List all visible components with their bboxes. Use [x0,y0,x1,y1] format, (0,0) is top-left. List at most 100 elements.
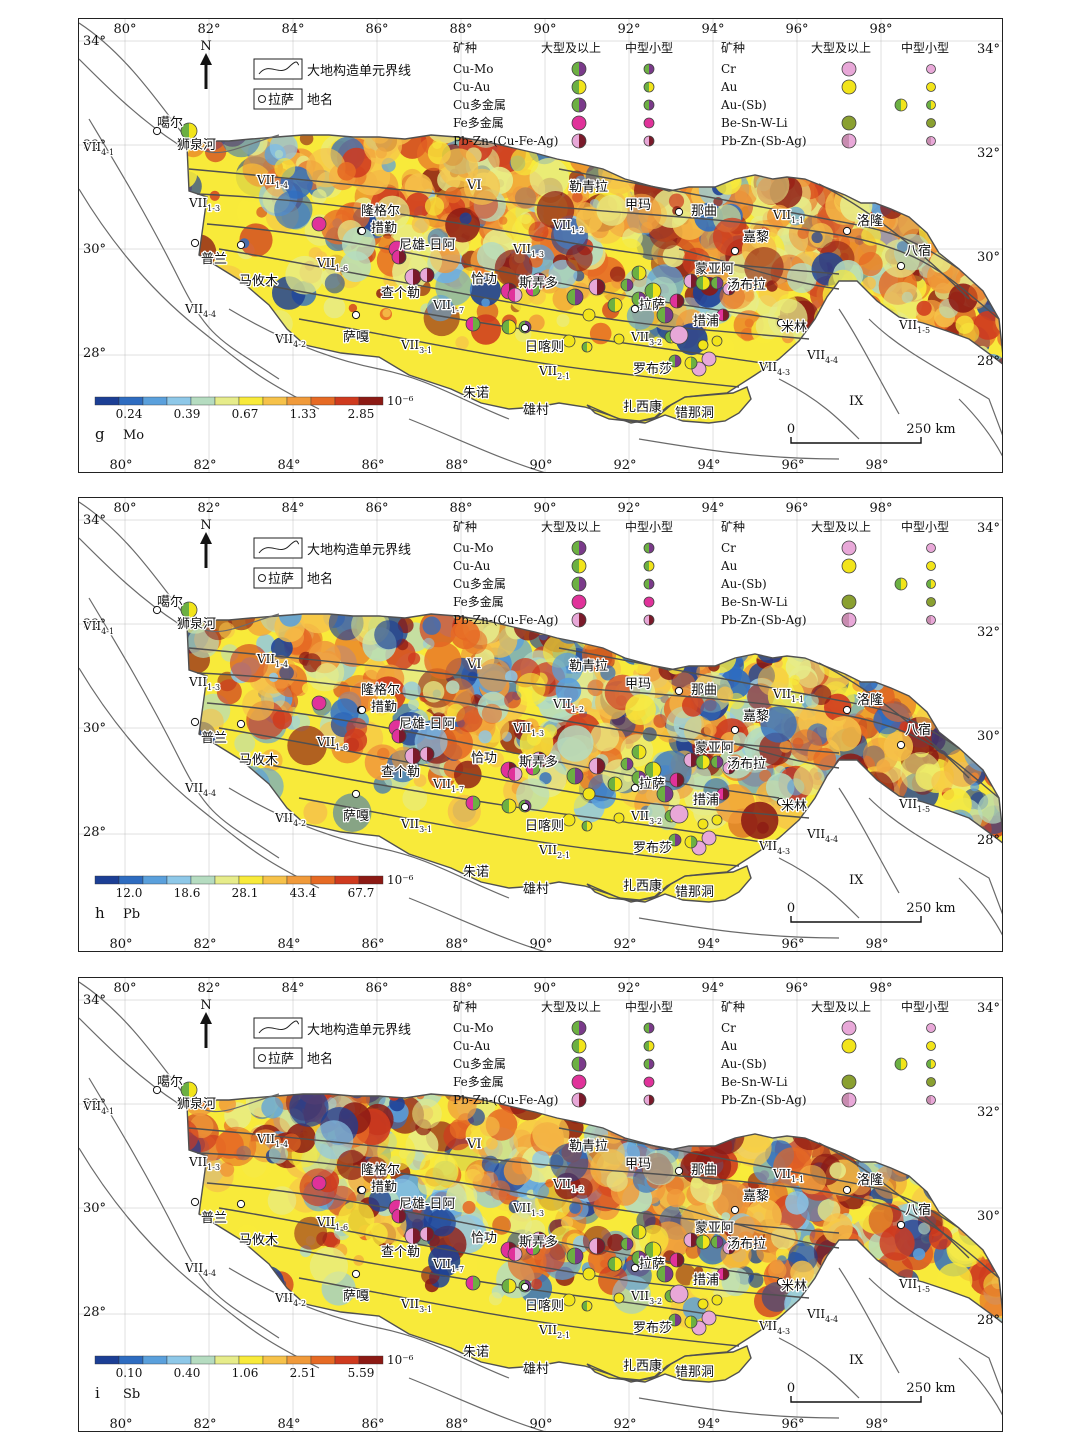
anomaly-patch [963,638,995,670]
color-scale-value: 1.06 [232,1366,259,1380]
anomaly-patch [916,679,925,688]
place-name-label: 米林 [781,1279,807,1294]
panel-letter: g [95,425,105,443]
deposit-symbol [670,326,688,344]
legend-header-medium: 中型小型 [901,40,949,55]
map-legend-box: 大地构造单元界线拉萨地名 [254,59,411,109]
anomaly-patch [148,573,161,586]
anomaly-patch [79,1032,80,1041]
anomaly-patch [987,1144,1001,1158]
legend-mineral-right: Au-(Sb) [720,1057,767,1071]
anomaly-patch [516,673,546,703]
legend-header-medium: 中型小型 [901,519,949,534]
left-lat-label: 34° [83,513,106,528]
anomaly-patch [165,77,175,87]
color-scale-bin [143,1356,167,1364]
anomaly-patch [248,112,269,133]
anomaly-patch [965,219,978,232]
anomaly-patch [872,149,899,176]
anomaly-patch [686,170,703,187]
anomaly-patch [230,60,240,70]
deposit-symbol [589,1238,605,1254]
place-name-label: 查个勒 [381,1245,420,1260]
anomaly-patch [885,641,916,672]
anomaly-patch [793,1114,813,1134]
anomaly-patch [837,834,862,859]
place-dot [675,1167,682,1174]
bottom-lon-label: 98° [865,458,888,473]
anomaly-patch [624,600,633,609]
place-name-label: 蒙亚阿 [695,1221,734,1236]
anomaly-patch [927,1151,945,1169]
anomaly-patch [914,1348,941,1375]
anomaly-patch [890,1345,904,1359]
anomaly-patch [959,323,980,344]
legend-mineral-left: Pb-Zn-(Cu-Fe-Ag) [453,613,558,627]
anomaly-patch [174,168,183,177]
deposit-symbol [614,334,624,344]
tectonic-unit-label: VI [466,1137,482,1152]
deposit-symbol [685,1316,697,1328]
place-name-label: 甲玛 [625,1157,651,1172]
anomaly-patch [804,641,822,659]
legend-medium-symbol [644,597,654,607]
anomaly-patch [855,1094,881,1120]
anomaly-patch [312,189,327,204]
anomaly-patch [896,1100,926,1130]
anomaly-patch [855,785,868,798]
anomaly-patch [835,1313,869,1347]
legend-medium-symbol [644,82,654,92]
deposit-symbol [312,217,326,231]
anomaly-patch [176,232,185,241]
tectonic-unit-label: VII4-4 [806,348,838,365]
anomaly-patch [235,122,248,135]
anomaly-patch [339,564,368,593]
color-scale-bin [167,1356,191,1364]
anomaly-patch [918,638,955,675]
deposit-symbol [712,336,722,346]
legend-header-species: 矿种 [453,41,477,55]
anomaly-patch [814,304,844,334]
anomaly-patch [973,1153,988,1168]
color-scale-value: 0.24 [116,407,143,421]
bottom-lon-label: 80° [109,458,132,473]
place-name-label: 错那洞 [675,885,714,900]
anomaly-patch [659,156,668,165]
anomaly-patch [408,653,420,665]
anomaly-patch [170,711,178,719]
anomaly-patch [826,716,861,751]
legend-large-symbol [572,613,586,627]
color-scale-bin [311,1356,335,1364]
place-dot [352,311,359,318]
anomaly-patch [80,82,114,116]
color-scale-bin [215,397,239,405]
anomaly-patch [991,201,1003,219]
anomaly-patch [902,292,913,303]
place-name-label: 汤布拉 [727,278,766,293]
bottom-lon-label: 88° [445,937,468,952]
legend-mineral-left: Cu-Mo [453,1021,493,1035]
deposit-symbol [711,756,723,768]
anomaly-patch [837,1245,852,1260]
legend-header-species: 矿种 [721,41,745,55]
scale-bar-zero: 0 [787,901,795,916]
anomaly-patch [993,873,1003,889]
anomaly-patch [756,635,785,664]
place-dot [521,1283,528,1290]
panel-element: Mo [123,428,144,443]
place-name-label: 噶尔 [157,595,183,610]
anomaly-patch [369,110,397,138]
color-scale-bin [287,876,311,884]
place-dot [191,1198,198,1205]
anomaly-patch [215,85,242,112]
legend-medium-symbol [927,137,936,146]
deposit-symbol [181,1082,197,1098]
legend-mineral-right: Au [720,559,738,573]
panel-letter: i [95,1384,100,1402]
legend-header-species: 矿种 [453,520,477,534]
place-legend-label: 地名 [307,571,333,587]
right-lat-label: 32° [977,146,1000,161]
place-name-label: 萨嘎 [343,330,369,345]
bottom-lon-label: 98° [865,937,888,952]
